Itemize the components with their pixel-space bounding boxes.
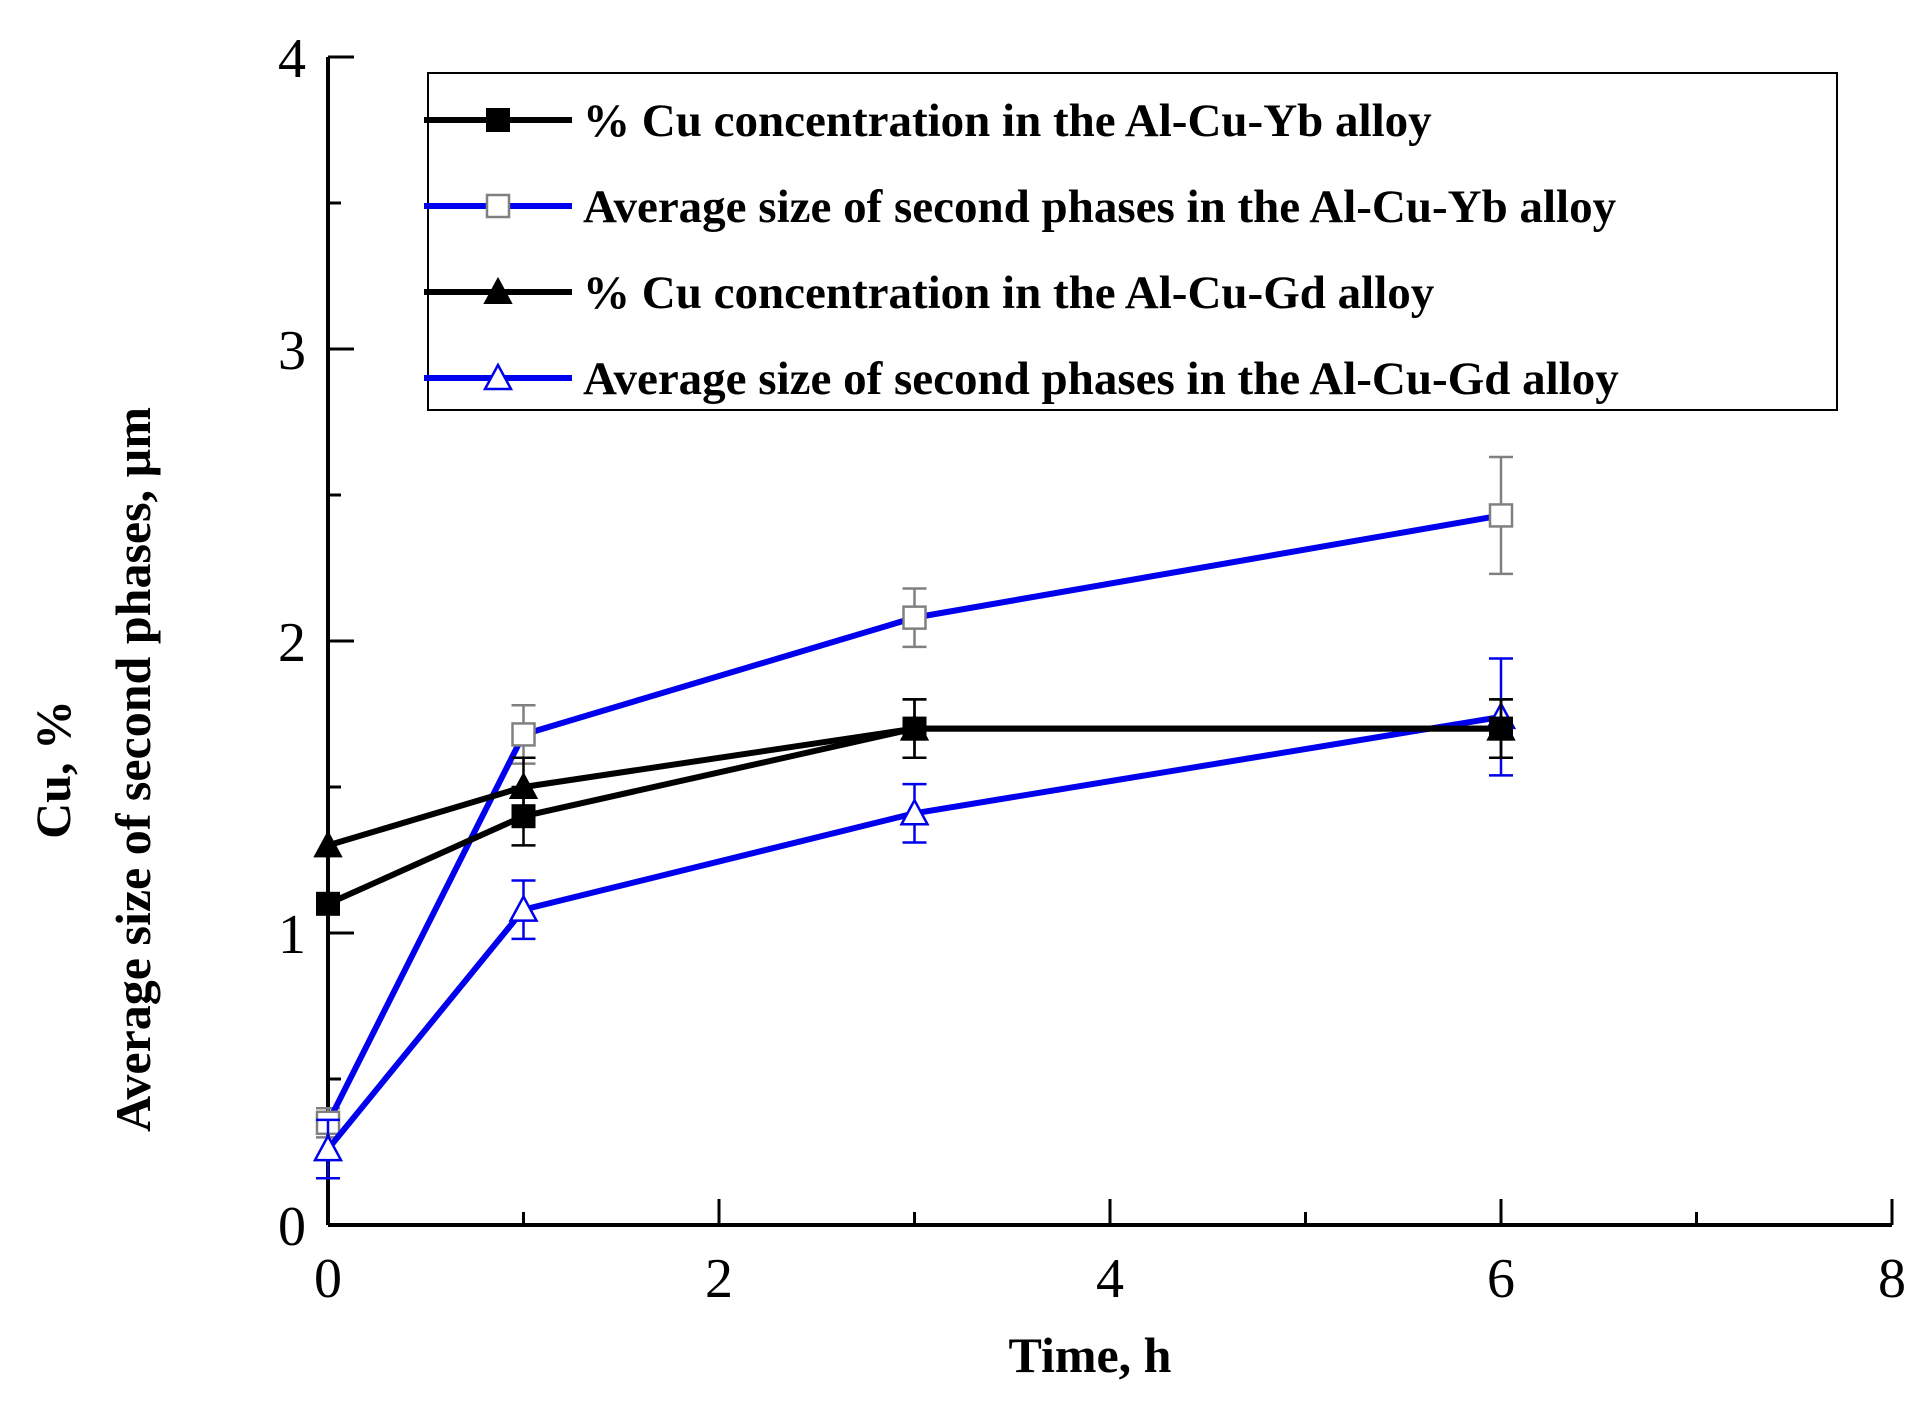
data-point xyxy=(508,894,539,922)
data-point xyxy=(899,797,930,826)
series-line xyxy=(325,512,1502,1125)
x-tick-label: 2 xyxy=(705,1248,733,1310)
legend-label: % Cu concentration in the Al-Cu-Gd alloy xyxy=(583,267,1435,319)
data-point xyxy=(313,830,343,858)
data-point xyxy=(1488,503,1514,528)
data-point xyxy=(312,1133,344,1162)
y-axis-title-line-1: Cu, % xyxy=(25,700,81,839)
data-point xyxy=(511,722,536,747)
data-point xyxy=(902,605,927,630)
x-tick-label: 4 xyxy=(1096,1248,1124,1310)
data-point xyxy=(316,891,340,916)
legend-item-1: % Cu concentration in the Al-Cu-Yb alloy xyxy=(424,95,1432,147)
series-line xyxy=(325,713,1502,1151)
x-tick-label: 6 xyxy=(1487,1248,1515,1310)
legend-label: % Cu concentration in the Al-Cu-Yb alloy xyxy=(583,95,1432,147)
y-tick-label: 4 xyxy=(278,28,306,90)
legend-item-4: Average size of second phases in the Al-… xyxy=(424,353,1619,405)
legend-label: Average size of second phases in the Al-… xyxy=(583,353,1619,405)
legend-item-2: Average size of second phases in the Al-… xyxy=(424,181,1617,233)
y-tick-label: 2 xyxy=(278,612,306,674)
legend-marker xyxy=(485,193,511,219)
legend-marker xyxy=(483,276,513,304)
legend-marker xyxy=(486,108,510,132)
series-line xyxy=(327,725,1501,849)
y-tick-label: 0 xyxy=(278,1196,306,1258)
legend: % Cu concentration in the Al-Cu-Yb alloy… xyxy=(424,72,1838,411)
legend-box xyxy=(427,72,1838,411)
y-tick-label: 1 xyxy=(278,904,306,966)
legend-item-3: % Cu concentration in the Al-Cu-Gd alloy xyxy=(424,267,1435,319)
x-axis-title: Time, h xyxy=(1009,1327,1172,1383)
legend-label: Average size of second phases in the Al-… xyxy=(583,181,1617,233)
y-tick-label: 3 xyxy=(278,320,306,382)
data-point xyxy=(508,771,539,799)
data-point xyxy=(1486,713,1516,741)
x-tick-label: 8 xyxy=(1878,1248,1906,1310)
y-axis-title-line-2: Average size of second phases, µm xyxy=(105,407,161,1132)
series-3 xyxy=(313,698,1516,858)
legend-marker xyxy=(482,362,514,391)
series-layer xyxy=(312,455,1517,1180)
ticks: 0 2 4 6 8 0 1 2 3 4 xyxy=(278,28,1906,1310)
data-point xyxy=(899,713,930,741)
x-tick-label: 0 xyxy=(314,1248,342,1310)
